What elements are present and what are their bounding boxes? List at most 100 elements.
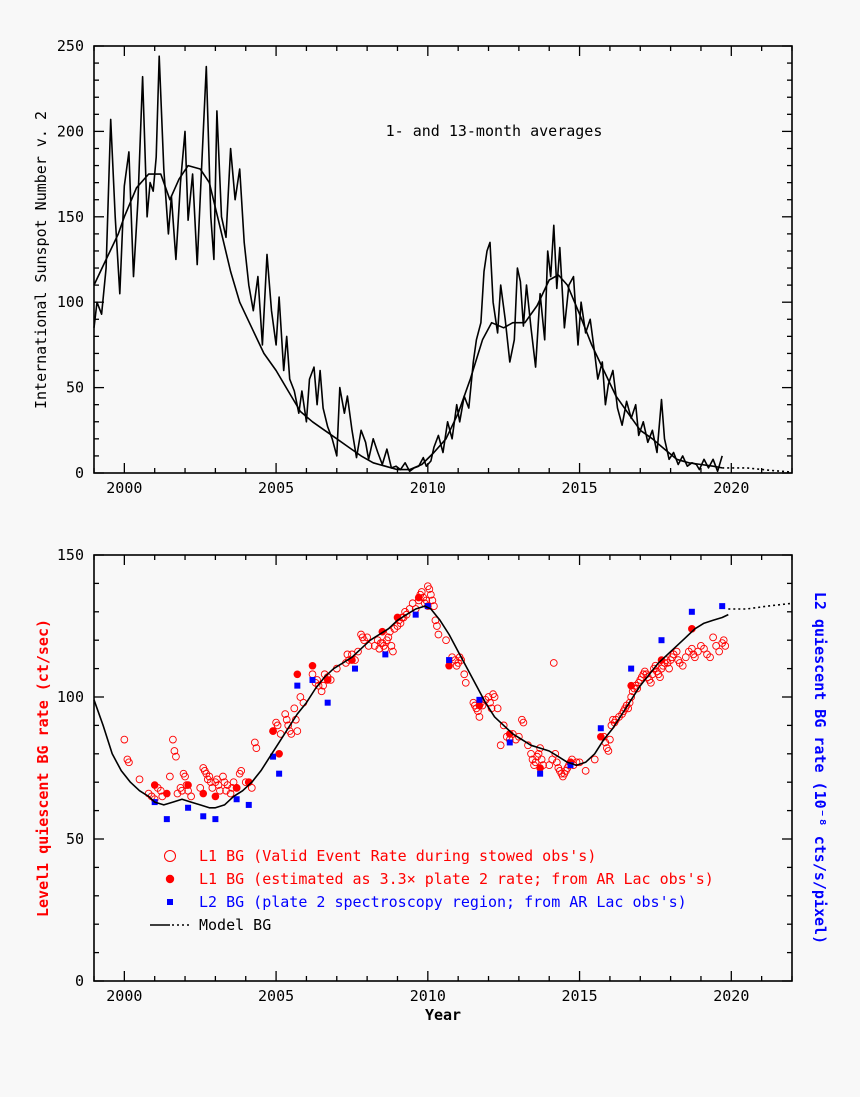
l1-estimated-point <box>627 681 635 690</box>
l1-stowed-point <box>169 735 177 744</box>
bg-rate-y-tick-label: 150 <box>57 546 84 564</box>
l1-estimated-point <box>475 701 484 710</box>
l1-estimated-point <box>414 593 423 602</box>
l1-stowed-point <box>428 596 437 605</box>
l1-stowed-point <box>715 647 724 656</box>
l2-point <box>412 611 419 618</box>
l1-stowed-point <box>170 747 179 755</box>
l2-point <box>506 739 513 746</box>
legend-label: L1 BG (estimated as 3.3× plate 2 rate; f… <box>199 870 714 888</box>
bg-rate-x-tick-label: 2000 <box>106 987 142 1005</box>
l2-point <box>212 816 219 823</box>
bg-rate-x-axis-label: Year <box>425 1006 461 1024</box>
sunspot-x-tick-label: 2010 <box>410 479 446 497</box>
l1-stowed-point <box>678 661 687 670</box>
bg-rate-y-tick-label: 50 <box>66 830 84 848</box>
l1-stowed-point <box>475 713 484 721</box>
sunspot-y-axis-label: International Sunspot Number v. 2 <box>32 111 50 409</box>
legend-marker-open-circle <box>164 850 176 862</box>
l1-stowed-point <box>354 647 362 656</box>
l1-stowed-point <box>287 730 296 738</box>
l1-stowed-point <box>281 710 290 718</box>
l1-stowed-point <box>537 755 546 764</box>
l1-stowed-point <box>125 758 133 767</box>
l1-stowed-point <box>290 704 299 713</box>
bg-rate-y-tick-label: 100 <box>57 688 84 706</box>
sunspot-x-tick-label: 2000 <box>106 479 142 497</box>
l1-stowed-point <box>536 744 544 752</box>
l1-stowed-point <box>219 772 227 781</box>
sunspot-x-tick-label: 2020 <box>713 479 749 497</box>
l1-stowed-point <box>515 732 523 741</box>
l1-stowed-point <box>273 721 282 730</box>
bg-rate-legend: L1 BG (Valid Event Rate during stowed ob… <box>150 847 714 934</box>
bg-rate-plot-frame <box>93 554 793 982</box>
l2-point <box>719 603 726 610</box>
l1-estimated-point <box>597 732 605 741</box>
bg-rate-y-axis-label: Level1 quiescent BG rate (ct/sec) <box>34 619 52 917</box>
l2-point <box>567 762 574 769</box>
l2-point <box>424 603 431 610</box>
sunspot-plot-frame <box>93 45 793 474</box>
l1-stowed-point <box>647 678 655 687</box>
l1-stowed-point <box>709 633 717 642</box>
l1-stowed-point <box>460 670 469 679</box>
legend-marker-square <box>167 899 173 905</box>
l1-stowed-point <box>389 647 397 656</box>
bg-rate-x-axis: 2000 2005 2010 2015 2020 <box>93 555 793 1005</box>
l1-stowed-point <box>343 650 352 659</box>
sunspot-x-tick-label: 2005 <box>258 479 294 497</box>
l1-stowed-point <box>120 735 129 744</box>
l2-point <box>270 753 277 760</box>
bg-rate-series-line <box>93 605 729 809</box>
l2-point <box>200 813 207 820</box>
l1-stowed-point <box>427 590 435 599</box>
sunspot-y-axis: 0 50 100 150 200 250 <box>57 37 792 482</box>
sunspot-y-tick-label: 150 <box>57 208 84 226</box>
l1-stowed-point <box>549 659 558 667</box>
l1-stowed-point <box>604 747 613 755</box>
sunspot-y-tick-label: 50 <box>66 379 84 397</box>
sunspot-series-line <box>722 467 793 473</box>
l1-stowed-point <box>214 781 223 789</box>
bg-rate-y-axis: 0 50 100 150 <box>57 546 792 990</box>
l1-stowed-point <box>433 622 441 630</box>
l1-estimated-point <box>293 670 302 679</box>
sunspot-y-tick-label: 200 <box>57 122 84 140</box>
l1-estimated-point <box>199 789 208 798</box>
l1-stowed-point <box>633 684 642 693</box>
l1-estimated-point <box>163 789 171 798</box>
sunspot-series <box>93 55 793 473</box>
l2-point <box>688 608 695 615</box>
l1-stowed-point <box>656 673 664 681</box>
sunspot-series-line <box>93 164 723 471</box>
sunspot-series-line <box>93 55 723 473</box>
sunspot-x-axis: 2000 2005 2010 2015 2020 <box>93 46 793 497</box>
l1-stowed-point <box>205 772 214 781</box>
l1-stowed-point <box>651 661 660 670</box>
l1-stowed-point <box>178 786 186 795</box>
l1-stowed-point <box>282 715 291 724</box>
l1-estimated-point <box>536 764 544 772</box>
sunspot-annotation: 1- and 13-month averages <box>386 122 603 140</box>
l1-stowed-point <box>688 644 696 653</box>
l1-stowed-point <box>721 642 730 650</box>
sunspot-y-tick-label: 0 <box>75 464 84 482</box>
l2-point <box>245 801 252 808</box>
l1-stowed-point <box>551 749 560 758</box>
l1-stowed-point <box>172 752 180 761</box>
background-rate-panel: 2000 2005 2010 2015 2020 0 50 100 150 L1 BG (Va… <box>34 546 829 1024</box>
l2-point <box>324 699 331 706</box>
l1-stowed-point <box>166 772 174 781</box>
sunspot-y-tick-label: 250 <box>57 37 84 55</box>
legend-label: Model BG <box>199 916 271 934</box>
l1-stowed-point <box>363 633 371 642</box>
l2-point <box>351 665 358 672</box>
l2-point <box>276 770 283 777</box>
l1-stowed-point <box>187 792 195 801</box>
bg-rate-y-tick-label: 0 <box>75 972 84 990</box>
l1-stowed-point <box>665 664 673 673</box>
l1-estimated-point <box>323 676 332 684</box>
legend-marker-filled-circle <box>165 874 175 884</box>
